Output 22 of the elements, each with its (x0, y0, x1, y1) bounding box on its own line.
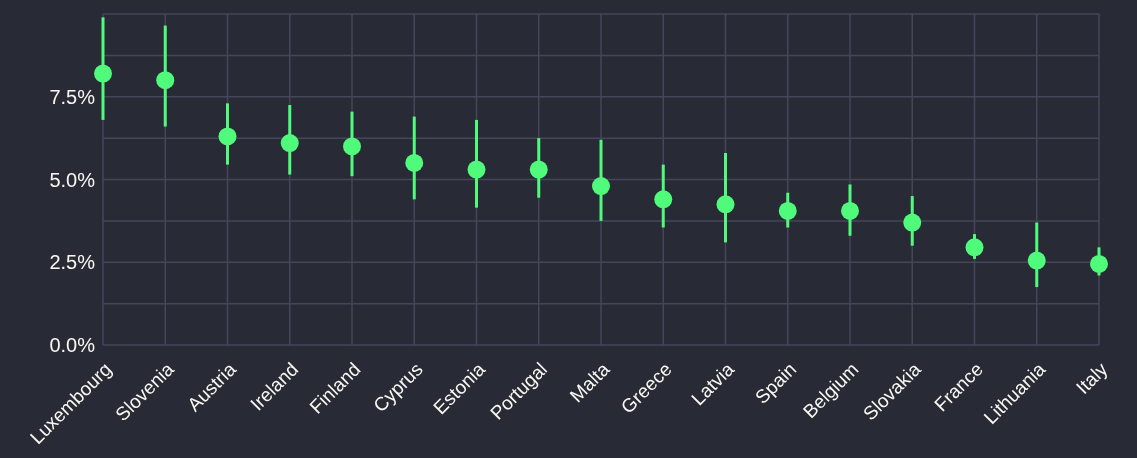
point (654, 190, 673, 209)
point (156, 71, 175, 90)
point (841, 201, 859, 220)
point (716, 195, 735, 214)
point (778, 201, 797, 220)
x-tick-label: Italy (1071, 358, 1112, 399)
point (343, 137, 361, 156)
point (1090, 254, 1108, 273)
point (94, 64, 112, 83)
point (467, 160, 486, 179)
point (1027, 251, 1046, 270)
point (592, 177, 610, 196)
point (965, 238, 984, 257)
point (903, 213, 922, 232)
point (218, 127, 237, 146)
point (405, 153, 424, 172)
y-tick-label: 7.5% (49, 85, 96, 108)
point (280, 134, 299, 153)
y-tick-label: 2.5% (49, 251, 96, 274)
y-tick-label: 5.0% (49, 168, 96, 191)
point (529, 160, 548, 179)
y-tick-label: 0.0% (49, 334, 96, 357)
